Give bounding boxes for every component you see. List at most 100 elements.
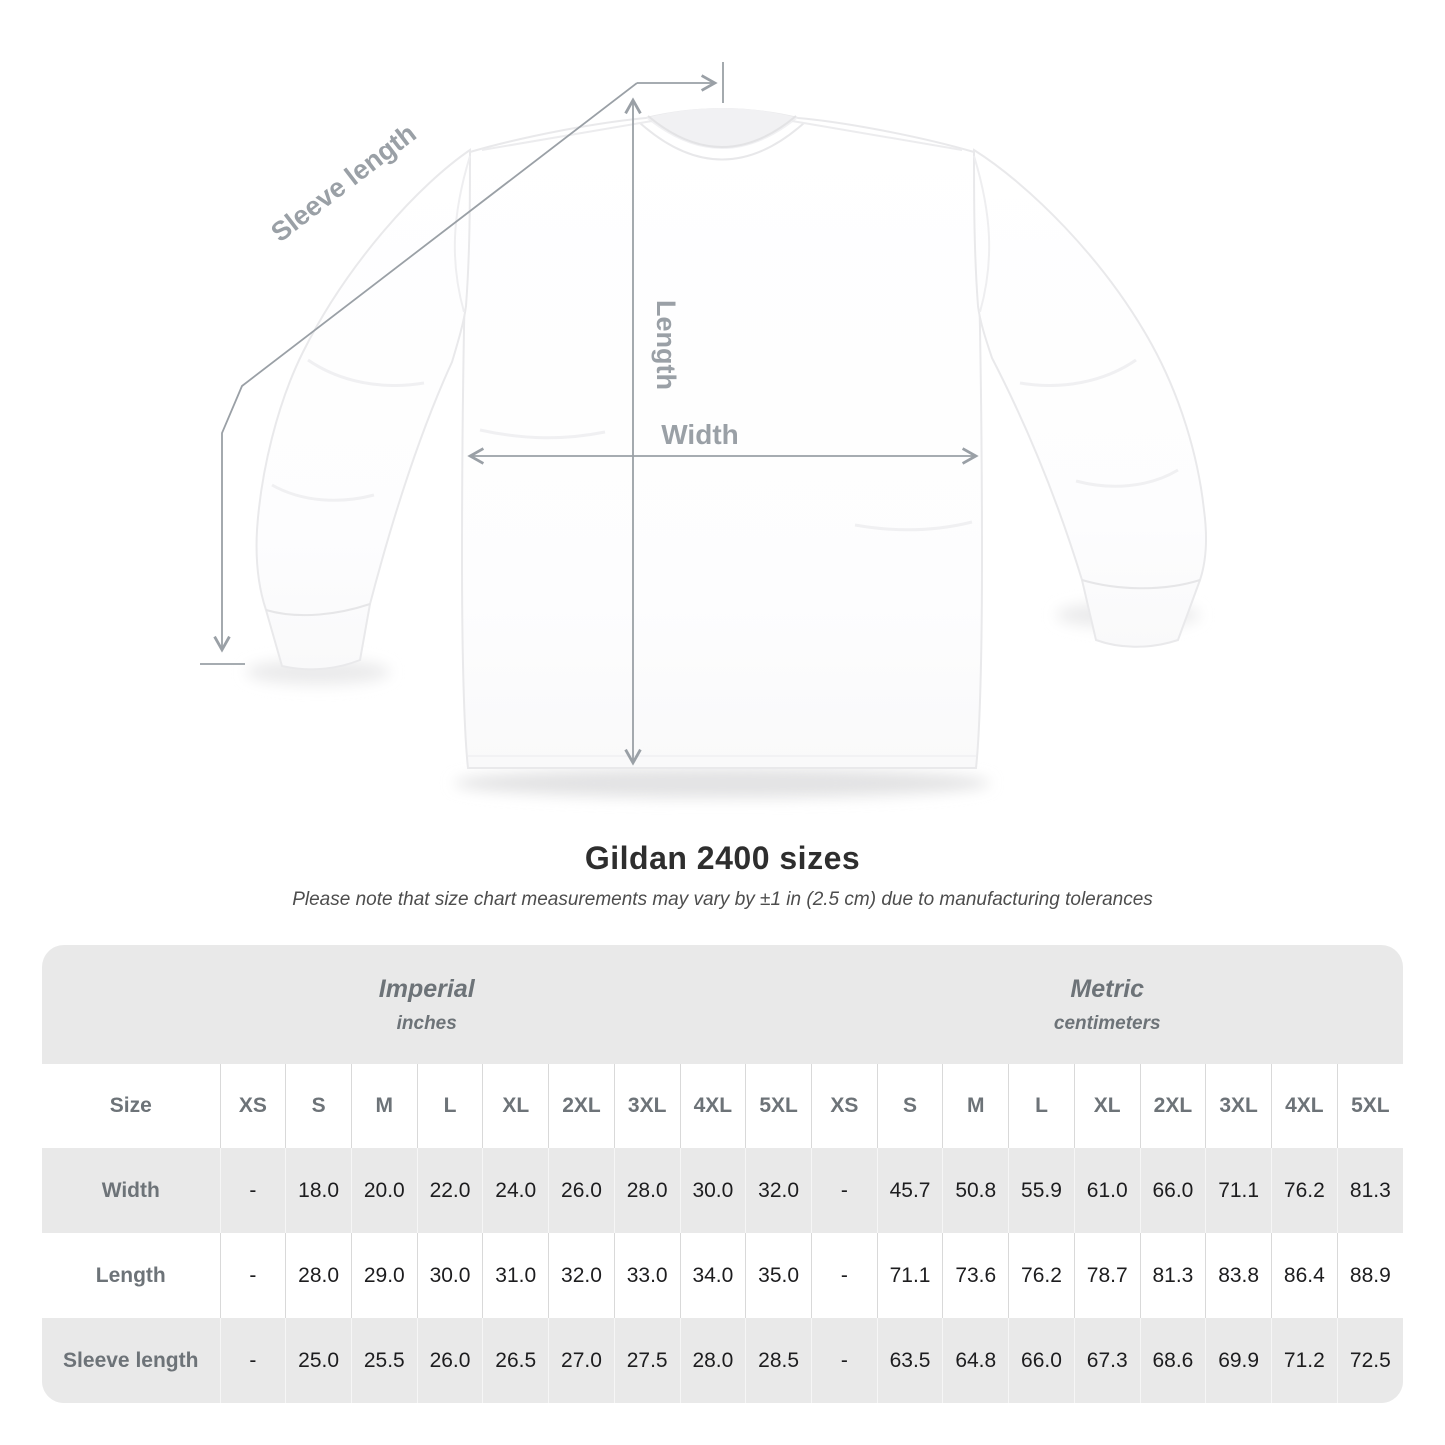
cell: 33.0 — [614, 1233, 681, 1318]
size-header-imperial-l: L — [417, 1064, 484, 1148]
cell: 88.9 — [1337, 1233, 1403, 1318]
cell: 72.5 — [1337, 1318, 1403, 1403]
size-table-container: Imperial inches Metric centimeters Size … — [42, 945, 1403, 1403]
cell: 66.0 — [1140, 1148, 1207, 1233]
cell: 30.0 — [680, 1148, 747, 1233]
metric-unit: centimeters — [1053, 1012, 1161, 1034]
row-label-width: Width — [42, 1148, 221, 1233]
cell: 29.0 — [351, 1233, 418, 1318]
cell: 66.0 — [1008, 1318, 1075, 1403]
metric-group-header: Metric centimeters — [811, 945, 1403, 1064]
size-header-imperial-3xl: 3XL — [614, 1064, 681, 1148]
shirt-svg: Sleeve length Length Width — [200, 62, 1208, 798]
cell: 68.6 — [1140, 1318, 1207, 1403]
cell: 27.5 — [614, 1318, 681, 1403]
cell: 18.0 — [285, 1148, 352, 1233]
size-header-metric-3xl: 3XL — [1205, 1064, 1272, 1148]
shirt-left-sleeve — [255, 148, 472, 671]
size-header-imperial-2xl: 2XL — [548, 1064, 615, 1148]
page-title: Gildan 2400 sizes — [584, 840, 861, 876]
cell: 22.0 — [417, 1148, 484, 1233]
cell: 86.4 — [1271, 1233, 1338, 1318]
cell: 25.5 — [351, 1318, 418, 1403]
imperial-group-header: Imperial inches — [42, 945, 811, 1064]
annotations — [200, 62, 979, 766]
cell: 64.8 — [942, 1318, 1010, 1403]
cell: - — [811, 1233, 878, 1318]
cell: 28.0 — [680, 1318, 747, 1403]
cell: 81.3 — [1140, 1233, 1207, 1318]
length-label: Length — [651, 300, 681, 390]
cell: 71.1 — [1205, 1148, 1272, 1233]
title-block: Gildan 2400 sizes Please note that size … — [0, 840, 1445, 911]
cell: 27.0 — [548, 1318, 615, 1403]
units-header-row: Imperial inches Metric centimeters — [42, 945, 1403, 1064]
cell: 78.7 — [1074, 1233, 1141, 1318]
sleeve-length-row: Sleeve length - 25.0 25.5 26.0 26.5 27.0… — [42, 1318, 1403, 1403]
cell: 34.0 — [680, 1233, 747, 1318]
size-header-metric-5xl: 5XL — [1337, 1064, 1403, 1148]
cell: 55.9 — [1008, 1148, 1075, 1233]
row-label-length: Length — [42, 1233, 221, 1318]
size-header-imperial-m: M — [351, 1064, 418, 1148]
page-subtitle: Please note that size chart measurements… — [292, 889, 1153, 910]
sleeve-length-line — [200, 62, 724, 665]
cell: 32.0 — [745, 1148, 812, 1233]
size-header-imperial-xs: XS — [220, 1064, 287, 1148]
size-column-header: Size — [42, 1064, 221, 1148]
cell: 71.2 — [1271, 1318, 1338, 1403]
cell: 28.0 — [614, 1148, 681, 1233]
cell: 26.5 — [482, 1318, 550, 1403]
cell: 61.0 — [1074, 1148, 1141, 1233]
cell: 20.0 — [351, 1148, 418, 1233]
cell: - — [220, 1148, 287, 1233]
collar — [639, 108, 805, 161]
cell: 30.0 — [417, 1233, 484, 1318]
cell: 76.2 — [1271, 1148, 1338, 1233]
cell: 76.2 — [1008, 1233, 1075, 1318]
cell: 31.0 — [482, 1233, 550, 1318]
size-header-metric-s: S — [877, 1064, 944, 1148]
shirt-right-sleeve — [972, 148, 1208, 648]
cell: 26.0 — [417, 1318, 484, 1403]
cell: 50.8 — [942, 1148, 1010, 1233]
size-header-metric-l: L — [1008, 1064, 1075, 1148]
imperial-label: Imperial — [378, 974, 475, 1003]
size-header-metric-xs: XS — [811, 1064, 878, 1148]
size-header-metric-m: M — [942, 1064, 1010, 1148]
width-row: Width - 18.0 20.0 22.0 24.0 26.0 28.0 30… — [42, 1148, 1403, 1233]
cell: 81.3 — [1337, 1148, 1403, 1233]
size-header-imperial-4xl: 4XL — [680, 1064, 747, 1148]
cell: 71.1 — [877, 1233, 944, 1318]
cell: - — [811, 1318, 878, 1403]
cell: 26.0 — [548, 1148, 615, 1233]
size-header-metric-4xl: 4XL — [1271, 1064, 1338, 1148]
cell: - — [220, 1318, 287, 1403]
cell: 83.8 — [1205, 1233, 1272, 1318]
left-cuff-seam — [265, 603, 371, 617]
cell: 63.5 — [877, 1318, 944, 1403]
right-cuff-seam — [1081, 579, 1201, 590]
imperial-unit: inches — [396, 1012, 457, 1034]
cell: 28.0 — [285, 1233, 352, 1318]
shirt-measurement-diagram: Sleeve length Length Width — [200, 62, 1208, 798]
fold-lines — [271, 120, 1179, 757]
size-table: Imperial inches Metric centimeters Size … — [42, 945, 1403, 1403]
cell: 28.5 — [745, 1318, 812, 1403]
cell: - — [811, 1148, 878, 1233]
cell: 35.0 — [745, 1233, 812, 1318]
cell: 69.9 — [1205, 1318, 1272, 1403]
cell: 73.6 — [942, 1233, 1010, 1318]
row-label-sleeve-length: Sleeve length — [42, 1318, 221, 1403]
metric-label: Metric — [1070, 974, 1145, 1003]
sizes-header-row: Size XS S M L XL 2XL 3XL 4XL 5XL XS S M … — [42, 1064, 1403, 1148]
size-header-imperial-xl: XL — [482, 1064, 550, 1148]
cell: 45.7 — [877, 1148, 944, 1233]
cell: 67.3 — [1074, 1318, 1141, 1403]
cell: - — [220, 1233, 287, 1318]
size-header-imperial-s: S — [285, 1064, 352, 1148]
cell: 32.0 — [548, 1233, 615, 1318]
size-header-imperial-5xl: 5XL — [745, 1064, 812, 1148]
cell: 25.0 — [285, 1318, 352, 1403]
